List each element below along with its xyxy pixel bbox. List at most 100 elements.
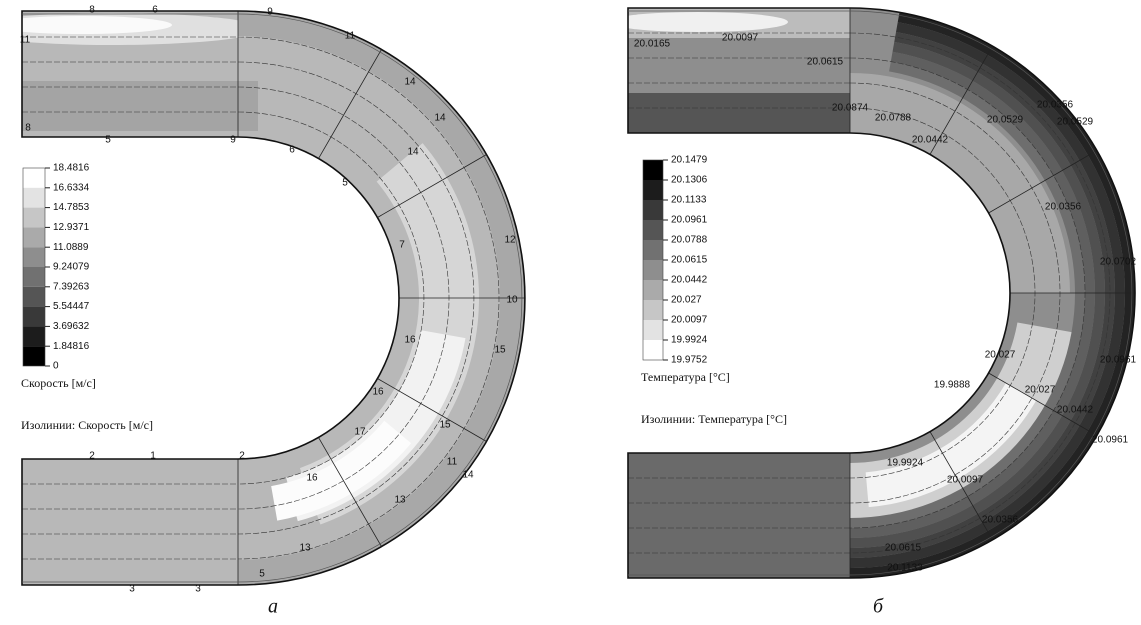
contour-label: 9 [267,7,273,18]
contour-label: 20.0442 [912,135,949,146]
contour-label: 3 [195,584,201,595]
contour-label: 20.0356 [1037,100,1074,111]
legend-swatch [643,180,663,200]
contour-label: 5 [105,135,111,146]
legend-label: 20.0961 [671,215,708,226]
contour-label: 20.0961 [1092,435,1129,446]
contour-label: 12 [504,235,516,246]
legend-swatch [23,208,45,228]
legend-label: 1.84816 [53,341,90,352]
contour-label: 2 [239,451,245,462]
contour-label: 15 [439,420,451,431]
contour-label: 7 [399,240,405,251]
field-band [608,12,788,32]
contour-label: 20.0442 [1057,405,1094,416]
contour-label: 5 [342,178,348,189]
contour-label: 3 [129,584,135,595]
contour-label: 16 [404,335,416,346]
legend-title: Скорость [м/с] [21,376,96,390]
legend-label: 20.1133 [671,195,707,206]
contour-label: 20.0615 [885,543,922,554]
contour-label: 20.1133 [887,563,923,574]
isolines-title: Изолинии: Скорость [м/с] [21,418,153,432]
legend-swatch [23,287,45,307]
legend-label: 7.39263 [53,281,90,292]
legend-swatch [23,307,45,327]
legend-swatch [643,300,663,320]
field-band [0,16,172,34]
legend-label: 0 [53,361,59,372]
legend-title: Температура [°C] [641,370,730,384]
contour-label: 20.0702 [1100,257,1137,268]
legend-label: 20.027 [671,295,702,306]
legend-swatch [643,200,663,220]
contour-label: 20.0874 [832,103,869,114]
legend-swatch [23,267,45,287]
contour-label: 11 [345,31,356,42]
contour-label: 14 [462,470,474,481]
contour-label: 19.9888 [934,380,971,391]
contour-label: 20.0165 [634,39,671,50]
field-band [628,93,850,133]
contour-label: 20.027 [1025,385,1056,396]
legend-swatch [643,240,663,260]
legend-label: 20.0615 [671,255,708,266]
contour-label: 6 [152,5,158,16]
contour-label: 1 [150,451,156,462]
contour-label: 20.0788 [875,113,912,124]
legend-swatch [643,260,663,280]
contour-label: 20.0529 [1057,117,1094,128]
legend-swatch [23,247,45,267]
contour-label: 20.0615 [807,57,844,68]
legend-label: 5.54447 [53,301,90,312]
contour-label: 16 [372,387,384,398]
legend-label: 14.7853 [53,202,90,213]
legend-label: 16.6334 [53,182,90,193]
figure: 18.4816 16.6334 14.7853 12.9371 11.0889 9.240… [0,0,1141,625]
page: 18.4816 16.6334 14.7853 12.9371 11.0889 9.240… [0,0,1141,625]
legend-label: 11.0889 [53,242,89,253]
legend-label: 9.24079 [53,262,90,273]
contour-label: 20.0961 [1100,355,1137,366]
contour-label: 20.0097 [947,475,984,486]
field-band [628,453,850,578]
contour-label: 15 [494,345,506,356]
legend-label: 3.69632 [53,321,90,332]
contour-label: 6 [289,145,295,156]
legend-swatch [643,320,663,340]
legend-label: 20.0442 [671,275,708,286]
contour-label: 14 [407,147,419,158]
legend-label: 19.9924 [671,335,708,346]
contour-label: 13 [299,543,311,554]
legend-swatch [643,220,663,240]
contour-label: 8 [25,123,31,134]
contour-label: 2 [89,451,95,462]
contour-label: 19.9924 [887,458,924,469]
legend-label: 20.0788 [671,235,708,246]
contour-label: 20.0356 [982,515,1019,526]
legend-label: 12.9371 [53,222,90,233]
contour-label: 14 [404,77,416,88]
legend-label: 18.4816 [53,163,90,174]
panel-caption: а [268,596,278,618]
contour-label: 20.0529 [987,115,1024,126]
contour-label: 9 [230,135,236,146]
legend-swatch [643,160,663,180]
legend-swatch [23,188,45,208]
field-band [22,81,258,131]
panel-caption: б [873,596,884,618]
contour-label: 20.027 [985,350,1016,361]
isolines-title: Изолинии: Температура [°C] [641,412,787,426]
legend-label: 20.1479 [671,155,708,166]
contour-label: 11 [447,457,458,468]
contour-label: 14 [434,113,446,124]
legend-swatch [643,340,663,360]
legend-label: 20.1306 [671,175,708,186]
legend-swatch [23,168,45,188]
contour-label: 11 [20,35,31,46]
contour-label: 13 [394,495,406,506]
legend-swatch [643,280,663,300]
contour-label: 17 [354,427,366,438]
legend-label: 19.9752 [671,355,708,366]
legend-swatch [23,326,45,346]
